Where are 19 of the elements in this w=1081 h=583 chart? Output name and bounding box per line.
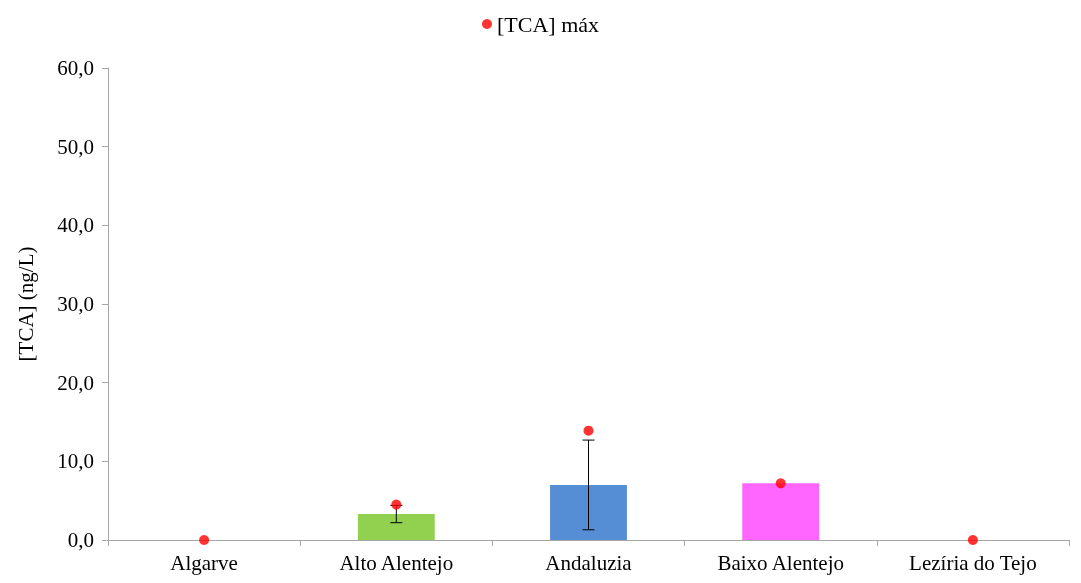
- point: [199, 535, 210, 545]
- x-tick-label: Algarve: [170, 550, 238, 575]
- y-tick-label: 20,0: [57, 370, 94, 395]
- y-tick-label: 40,0: [57, 213, 94, 238]
- y-tick-label: 60,0: [57, 56, 94, 80]
- y-tick-label: 0,0: [67, 528, 94, 552]
- x-tick-label: Andaluzia: [545, 550, 633, 575]
- y-axis-title: [TCA] (ng/L): [13, 246, 38, 362]
- point: [967, 535, 978, 545]
- point: [583, 425, 594, 436]
- x-tick-label: Alto Alentejo: [339, 550, 454, 575]
- y-tick-label: 30,0: [57, 292, 94, 316]
- x-tick-label: Baixo Alentejo: [717, 550, 844, 575]
- legend-label: [TCA] máx: [496, 11, 600, 37]
- x-tick-label: Lezíria do Tejo: [909, 550, 1037, 575]
- y-tick-label: 50,0: [57, 134, 94, 159]
- y-tick-label: 10,0: [57, 449, 94, 474]
- point: [775, 478, 786, 489]
- point: [391, 499, 402, 510]
